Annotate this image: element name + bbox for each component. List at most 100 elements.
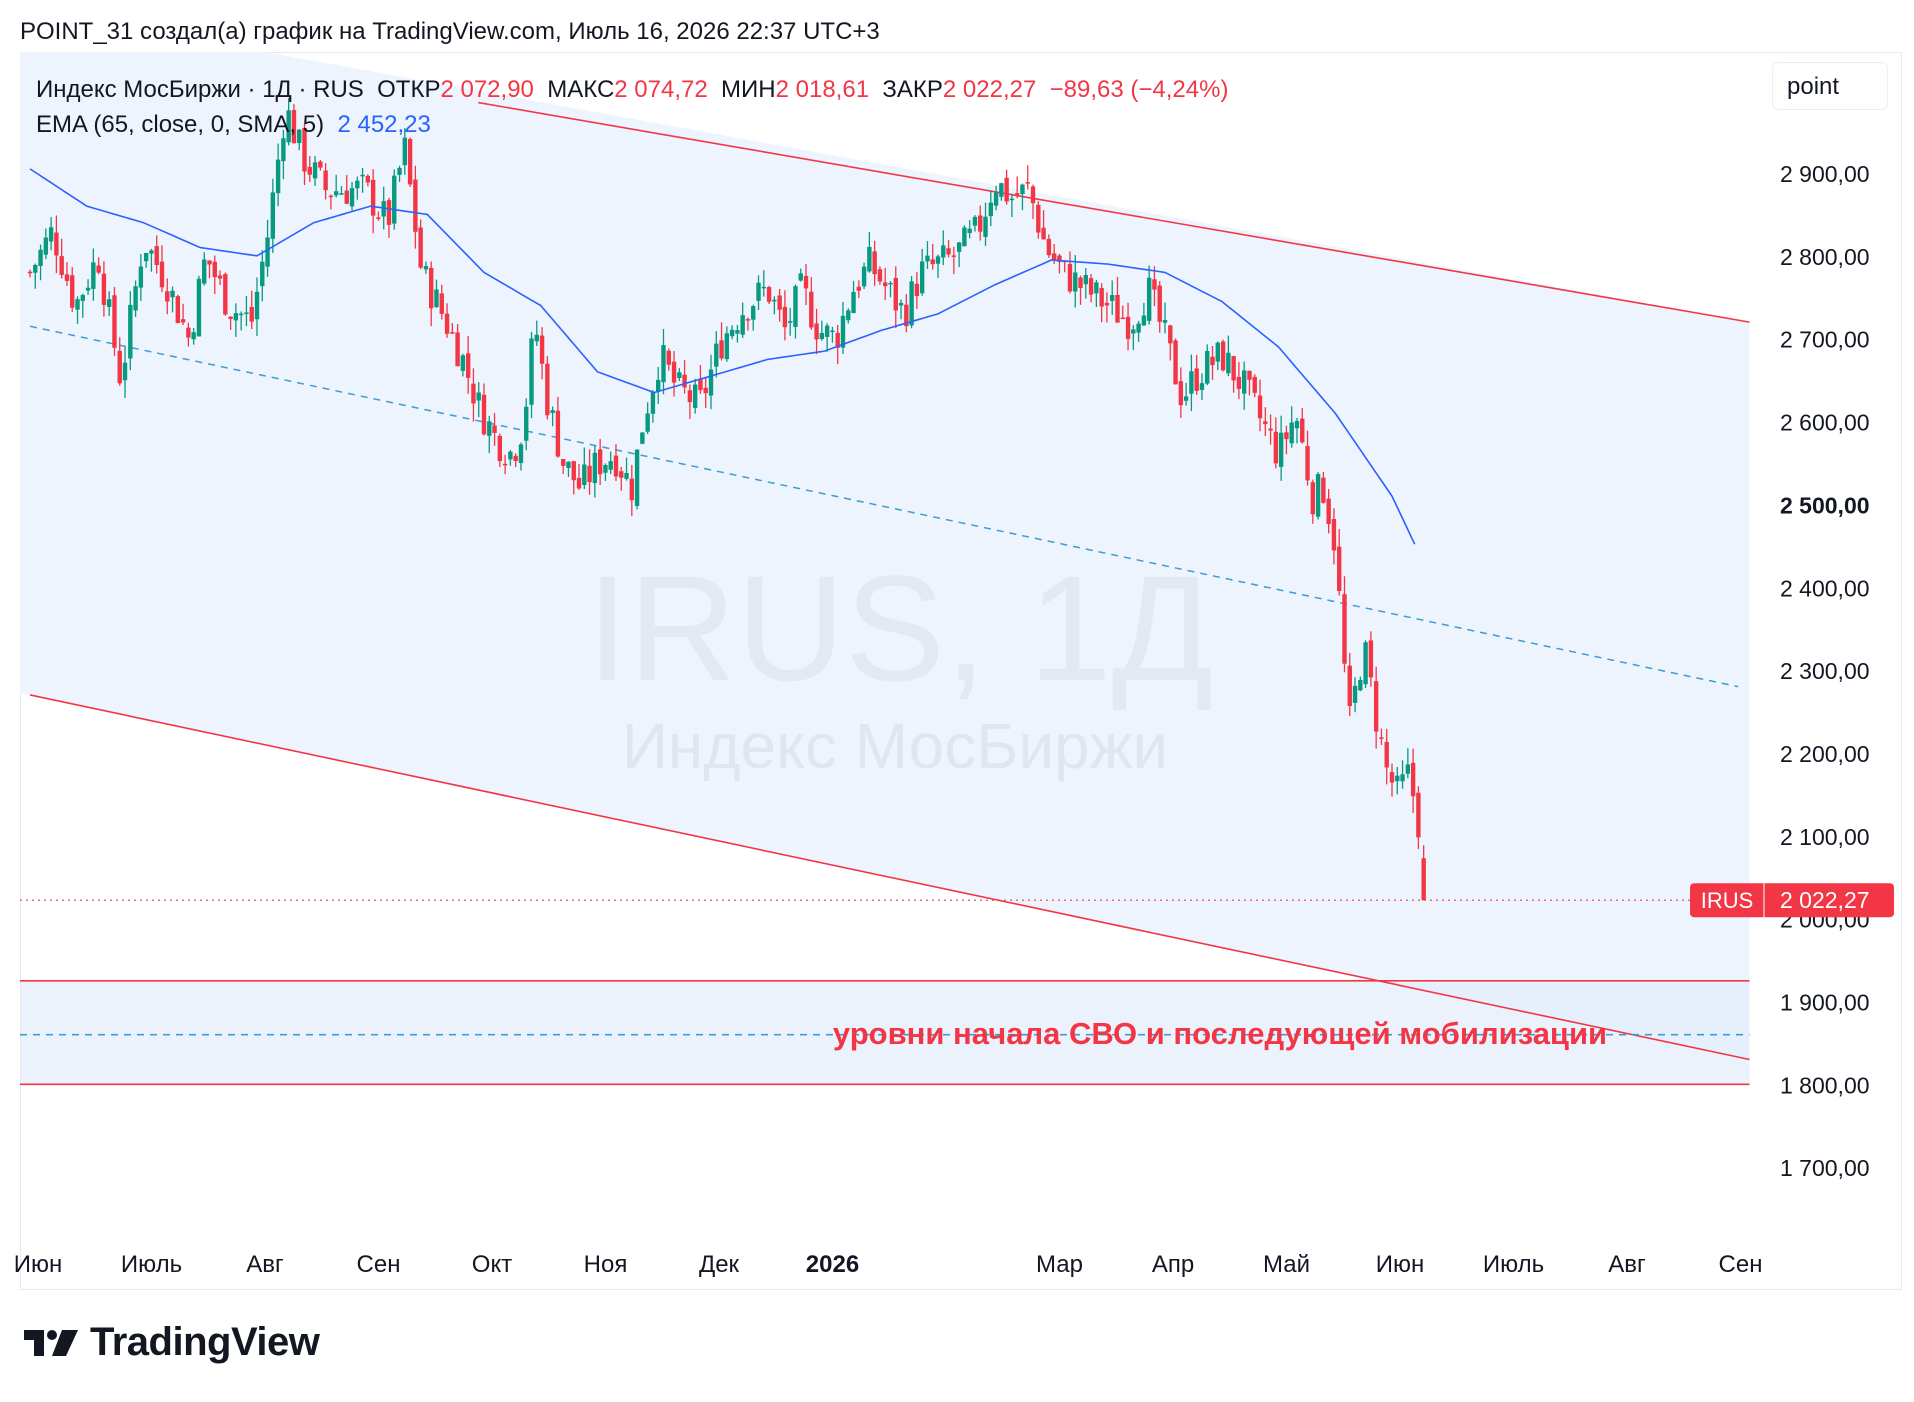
- candle-body-153: [835, 332, 840, 348]
- candle-body-124: [682, 374, 687, 388]
- candle-body-50: [291, 109, 297, 144]
- annotation-text[interactable]: уровни начала СВО и последующей мобилиза…: [833, 1016, 1607, 1051]
- candle-body-120: [661, 345, 666, 383]
- candle-body-134: [735, 330, 740, 334]
- candle-body-5: [54, 232, 59, 256]
- y-tick-label-6: 2 300,00: [1780, 658, 1870, 684]
- candle-body-141: [772, 299, 777, 302]
- candle-body-220: [1189, 371, 1194, 394]
- candle-body-58: [333, 191, 339, 196]
- candle-body-206: [1115, 294, 1120, 323]
- x-tick-label-6: Дек: [699, 1251, 740, 1278]
- candle-body-103: [571, 461, 576, 481]
- candle-body-117: [645, 413, 650, 432]
- candle-body-167: [909, 281, 914, 326]
- candle-body-7: [64, 274, 70, 281]
- candle-body-36: [217, 275, 223, 279]
- candle-body-43: [254, 291, 260, 320]
- candle-body-224: [1210, 356, 1215, 366]
- candle-body-94: [524, 406, 529, 441]
- candle-body-263: [1416, 792, 1421, 838]
- candle-body-45: [265, 237, 270, 267]
- candle-body-72: [407, 138, 413, 185]
- open-label: ОТКР: [377, 76, 441, 103]
- candle-body-176: [956, 242, 962, 252]
- channel-upper-line[interactable]: [478, 101, 1750, 323]
- tradingview-logo[interactable]: TradingView: [22, 1320, 320, 1365]
- ema-legend[interactable]: EMA (65, close, 0, SMA, 5) 2 452,23: [36, 111, 431, 139]
- candle-body-86: [481, 394, 487, 435]
- candle-body-194: [1051, 253, 1057, 261]
- candle-body-195: [1057, 255, 1062, 262]
- candle-body-228: [1231, 356, 1236, 381]
- channel-lower-line[interactable]: [29, 694, 1750, 1061]
- candle-body-252: [1358, 679, 1363, 691]
- candle-body-49: [286, 110, 291, 143]
- candle-body-170: [925, 255, 930, 262]
- candle-body-165: [898, 302, 904, 306]
- candle-body-112: [619, 471, 624, 478]
- candle-body-137: [751, 306, 756, 320]
- candle-body-211: [1141, 315, 1147, 326]
- candle-body-174: [946, 248, 951, 255]
- x-tick-label-9: Апр: [1152, 1251, 1194, 1278]
- ema-line[interactable]: [29, 168, 1416, 545]
- x-tick-label-4: Окт: [472, 1251, 512, 1278]
- candle-body-110: [608, 461, 613, 470]
- candle-body-218: [1178, 381, 1184, 406]
- y-tick-label-4: 2 500,00: [1780, 492, 1870, 518]
- candle-body-95: [529, 338, 534, 405]
- candle-body-40: [238, 313, 244, 316]
- candle-body-90: [502, 463, 508, 466]
- candle-body-163: [888, 282, 893, 285]
- candle-body-32: [196, 278, 202, 337]
- candle-body-177: [962, 227, 967, 247]
- candle-body-164: [893, 277, 898, 311]
- candle-body-52: [302, 127, 307, 172]
- symbol-name[interactable]: Индекс МосБиржи · 1Д · RUS: [36, 76, 364, 103]
- candle-body-14: [101, 273, 107, 305]
- candle-body-161: [877, 269, 883, 282]
- candle-body-247: [1331, 518, 1337, 551]
- candle-body-138: [756, 282, 761, 301]
- x-tick-label-14: Сен: [1719, 1251, 1763, 1278]
- candle-body-201: [1088, 278, 1094, 295]
- candle-body-180: [978, 215, 983, 232]
- candle-body-96: [534, 334, 539, 342]
- change-value: −89,63 (−4,24%): [1049, 76, 1229, 103]
- scale-mode-button[interactable]: point: [1772, 62, 1888, 110]
- candle-body-118: [650, 391, 656, 414]
- candle-body-146: [798, 273, 803, 281]
- candle-body-80: [450, 331, 455, 334]
- candle-body-85: [476, 392, 481, 401]
- candle-body-108: [597, 449, 603, 475]
- tradingview-logo-icon: [24, 1329, 78, 1356]
- candle-body-28: [175, 296, 181, 324]
- candle-body-37: [223, 274, 228, 315]
- candle-body-97: [539, 335, 545, 364]
- candle-body-249: [1342, 594, 1347, 664]
- candle-body-79: [444, 313, 450, 334]
- candle-body-99: [550, 410, 555, 414]
- candle-body-166: [904, 304, 909, 327]
- candle-body-215: [1162, 319, 1168, 323]
- candle-body-142: [777, 295, 782, 310]
- y-tick-label-8: 2 100,00: [1780, 824, 1870, 850]
- candle-body-257: [1384, 741, 1389, 768]
- channel-median-line[interactable]: [29, 325, 1739, 688]
- candle-body-242: [1305, 446, 1310, 481]
- candle-body-42: [249, 306, 254, 322]
- candle-body-259: [1395, 775, 1400, 782]
- ohlc-legend: Индекс МосБиржи · 1Д · RUS ОТКР2 072,90 …: [36, 76, 1228, 104]
- candle-body-82: [460, 355, 466, 371]
- candle-body-83: [465, 353, 471, 378]
- candle-body-260: [1400, 774, 1405, 782]
- candle-body-11: [85, 287, 91, 291]
- candle-body-143: [782, 306, 788, 328]
- y-tick-label-7: 2 200,00: [1780, 741, 1870, 767]
- y-tick-label-10: 1 900,00: [1780, 990, 1870, 1016]
- candle-body-190: [1030, 186, 1036, 204]
- price-tag[interactable]: [1690, 883, 1894, 918]
- candle-body-4: [48, 227, 54, 242]
